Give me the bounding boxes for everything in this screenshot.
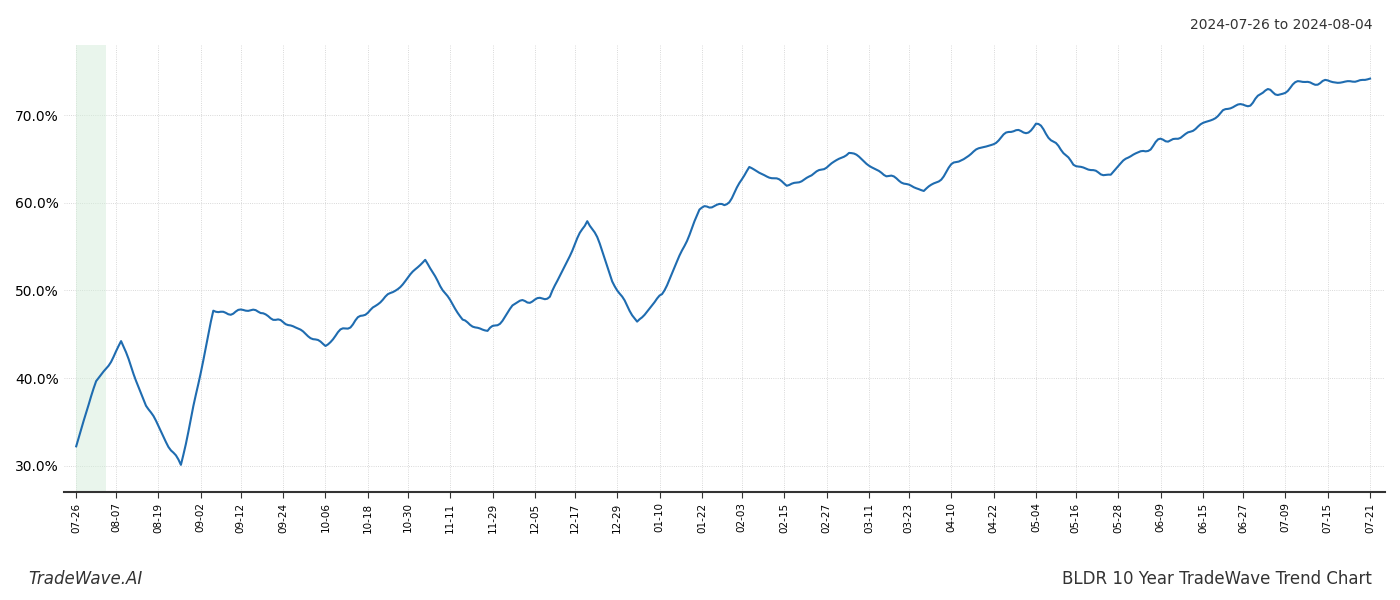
Text: BLDR 10 Year TradeWave Trend Chart: BLDR 10 Year TradeWave Trend Chart xyxy=(1063,570,1372,588)
Bar xyxy=(76,45,106,492)
Text: TradeWave.AI: TradeWave.AI xyxy=(28,570,143,588)
Text: 2024-07-26 to 2024-08-04: 2024-07-26 to 2024-08-04 xyxy=(1190,18,1372,32)
